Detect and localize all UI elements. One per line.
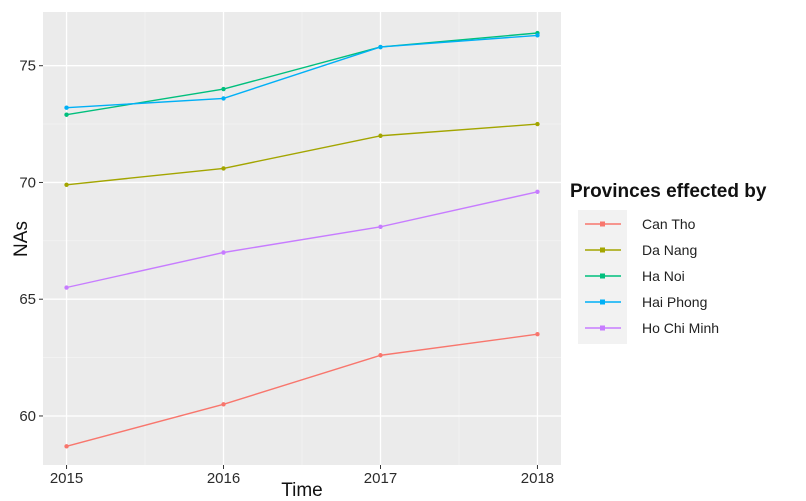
x-tick-label: 2017 — [364, 470, 397, 487]
data-point-da-nang — [221, 166, 226, 171]
x-tick-label: 2015 — [50, 470, 83, 487]
y-tick-label: 70 — [19, 174, 36, 191]
legend-label: Ha Noi — [642, 268, 685, 284]
x-axis-title: Time — [281, 480, 323, 501]
data-point-can-tho — [221, 402, 226, 407]
data-point-can-tho — [64, 444, 69, 449]
grid-minor — [43, 12, 561, 465]
data-point-can-tho — [378, 353, 383, 358]
y-tick-label: 75 — [19, 58, 36, 75]
series-line-ho-chi-minh — [66, 191, 538, 289]
data-point-hai-phong — [535, 33, 540, 38]
y-tick-label: 60 — [19, 408, 36, 425]
series-line-hai-phong — [66, 34, 538, 109]
legend-title: Provinces effected by — [570, 181, 767, 202]
data-point-da-nang — [378, 133, 383, 138]
legend-item-can-tho: Can Tho — [585, 216, 696, 232]
axes-layer: 2015 2016 2017 2018 60 65 70 75 — [19, 58, 554, 487]
legend-label: Hai Phong — [642, 294, 707, 310]
data-point-ho-chi-minh — [221, 250, 226, 255]
y-tick-label: 65 — [19, 291, 36, 308]
legend-item-ho-chi-minh: Ho Chi Minh — [585, 320, 719, 336]
data-point-da-nang — [535, 121, 540, 127]
legend-item-ha-noi: Ha Noi — [585, 268, 685, 284]
legend-key-point — [600, 299, 605, 305]
series-line-da-nang — [66, 123, 538, 186]
y-axis-title: NAs — [11, 221, 32, 257]
legend-item-hai-phong: Hai Phong — [585, 294, 707, 310]
data-point-ha-noi — [221, 86, 226, 92]
data-point-ho-chi-minh — [64, 285, 69, 290]
legend-label: Da Nang — [642, 242, 697, 258]
legend-items: Can Tho Da Nang Ha Noi Hai Phong Ho Chi Minh — [585, 216, 719, 336]
legend-key-point — [600, 325, 605, 331]
series-line-can-tho — [66, 333, 538, 447]
legend-key-point — [600, 221, 605, 227]
legend-key-point — [600, 247, 605, 253]
data-point-ho-chi-minh — [535, 189, 540, 194]
legend-key-point — [600, 273, 605, 279]
data-point-can-tho — [535, 332, 540, 337]
legend-item-da-nang: Da Nang — [585, 242, 697, 258]
legend-label: Can Tho — [642, 216, 696, 232]
legend: Provinces effected by Can Tho Da Nang Ha N… — [570, 181, 767, 344]
series-line-ha-noi — [66, 32, 538, 116]
data-point-ho-chi-minh — [378, 224, 383, 230]
series-layer — [64, 30, 540, 449]
data-point-hai-phong — [378, 44, 383, 50]
x-tick-label: 2016 — [207, 470, 240, 487]
data-point-hai-phong — [64, 105, 69, 110]
data-point-hai-phong — [221, 96, 226, 101]
data-point-da-nang — [64, 182, 69, 187]
x-tick-label: 2018 — [521, 470, 554, 487]
legend-label: Ho Chi Minh — [642, 320, 719, 336]
data-point-ha-noi — [64, 112, 69, 117]
